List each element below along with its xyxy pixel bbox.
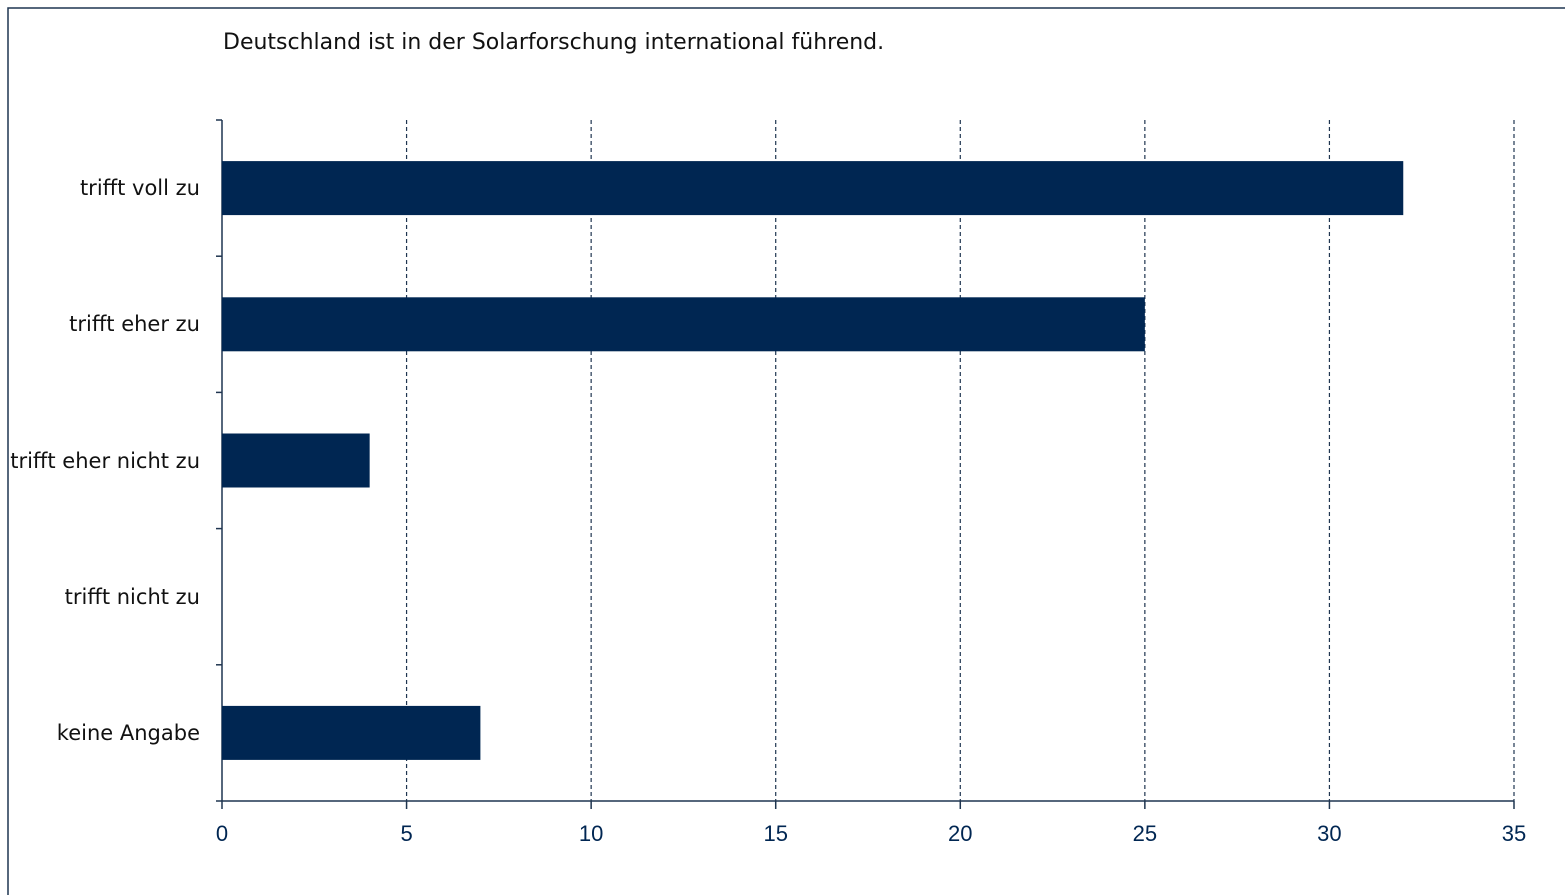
y-tick-label: trifft nicht zu: [64, 584, 200, 609]
y-tick-label: trifft eher zu: [69, 312, 200, 337]
x-tick-label: 0: [216, 821, 228, 846]
x-tick-label: 25: [1133, 821, 1157, 846]
bar: [222, 297, 1145, 352]
bar: [222, 433, 370, 488]
x-tick-label: 30: [1317, 821, 1341, 846]
bar: [222, 705, 481, 760]
x-tick-label: 20: [948, 821, 972, 846]
y-tick-label: keine Angabe: [56, 720, 200, 745]
chart-title: Deutschland ist in der Solarforschung in…: [223, 30, 885, 55]
bar: [222, 161, 1404, 216]
x-tick-label: 15: [763, 821, 787, 846]
x-tick-label: 5: [400, 821, 412, 846]
y-tick-label: trifft voll zu: [79, 176, 200, 201]
x-tick-label: 10: [579, 821, 603, 846]
y-tick-label: trifft eher nicht zu: [10, 448, 200, 473]
frame: [7, 7, 1565, 895]
x-tick-label: 35: [1502, 821, 1526, 846]
